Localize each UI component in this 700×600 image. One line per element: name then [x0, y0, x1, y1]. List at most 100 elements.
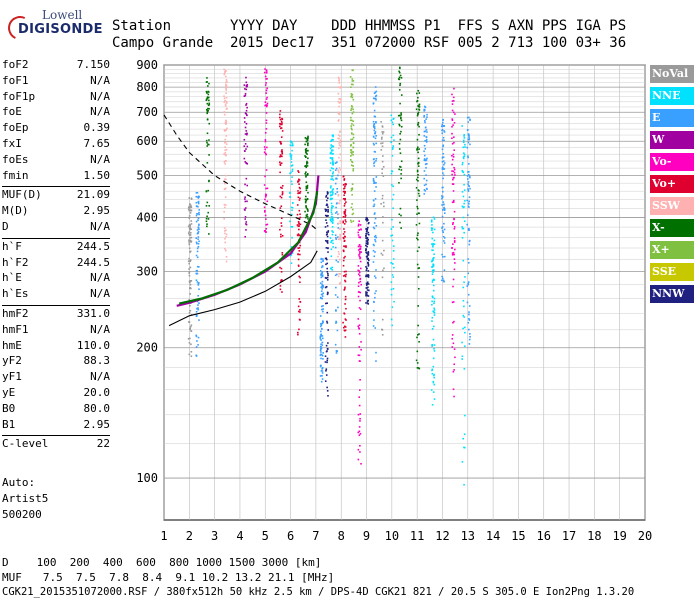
echo-dot — [357, 413, 360, 416]
echo-dot — [382, 216, 384, 218]
echo-dot — [423, 159, 426, 162]
echo-dot — [198, 302, 200, 305]
echo-dot — [352, 208, 354, 211]
echo-dot — [365, 302, 367, 304]
echo-dot — [418, 103, 421, 106]
echo-dot — [331, 190, 333, 193]
echo-dot — [338, 147, 340, 150]
echo-dot — [373, 213, 376, 215]
echo-dot — [463, 183, 465, 186]
echo-dot — [463, 281, 465, 284]
echo-dot — [381, 168, 384, 170]
echo-dot — [205, 220, 208, 223]
echo-dot — [373, 161, 376, 163]
echo-dot — [321, 295, 324, 297]
echo-dot — [266, 146, 268, 149]
echo-dot — [442, 145, 444, 148]
y-tick-label: 700 — [136, 105, 158, 119]
echo-dot — [196, 213, 198, 215]
echo-dot — [208, 205, 210, 207]
echo-dot — [189, 251, 191, 253]
echo-dot — [342, 221, 344, 224]
echo-dot — [417, 232, 419, 235]
param-key: C-level — [2, 437, 49, 451]
echo-dot — [366, 287, 368, 289]
echo-dot — [195, 191, 198, 194]
param-value: 20.0 — [83, 386, 111, 399]
echo-dot — [423, 120, 426, 122]
echo-dot — [400, 112, 402, 114]
echo-dot — [188, 311, 191, 314]
echo-dot — [352, 212, 355, 215]
echo-dot — [189, 205, 192, 207]
echo-dot — [359, 432, 362, 435]
echo-dot — [463, 155, 466, 158]
param-row: hmE 110.0 — [2, 339, 110, 355]
echo-dot — [196, 247, 199, 250]
echo-dot — [325, 204, 328, 207]
echo-dot — [452, 199, 455, 202]
echo-dot — [391, 148, 394, 150]
echo-dot — [399, 138, 402, 141]
echo-dot — [468, 163, 470, 165]
echo-dot — [339, 141, 341, 144]
echo-dot — [391, 239, 394, 242]
echo-dot — [451, 109, 454, 112]
echo-dot — [443, 206, 445, 209]
echo-dot — [359, 413, 362, 415]
echo-dot — [225, 233, 228, 236]
echo-dot — [297, 310, 300, 313]
echo-dot — [338, 144, 341, 146]
echo-dot — [205, 139, 208, 142]
echo-dot — [366, 245, 368, 248]
param-key: fmin — [2, 168, 29, 182]
echo-dot — [452, 99, 455, 102]
echo-dot — [417, 176, 419, 179]
echo-dot — [452, 370, 455, 373]
param-key: foEs — [2, 152, 29, 166]
echo-dot — [330, 209, 333, 211]
echo-dot — [418, 222, 421, 225]
echo-dot — [432, 357, 435, 360]
echo-dot — [196, 281, 199, 283]
echo-dot — [291, 149, 293, 152]
echo-dot — [349, 76, 352, 78]
echo-dot — [245, 229, 247, 231]
param-key: foF2 — [2, 58, 29, 71]
echo-dot — [358, 220, 361, 222]
echo-dot — [339, 135, 341, 137]
echo-dot — [375, 269, 377, 271]
echo-dot — [359, 444, 361, 447]
echo-dot — [433, 350, 436, 352]
echo-dot — [375, 225, 378, 227]
echo-dot — [339, 140, 341, 142]
echo-dot — [351, 153, 353, 155]
echo-dot — [442, 118, 445, 121]
param-key: h`F — [2, 239, 22, 253]
echo-dot — [442, 166, 444, 169]
echo-dot — [423, 170, 426, 172]
echo-dot — [452, 251, 455, 254]
echo-dot — [390, 288, 393, 291]
echo-dot — [338, 102, 341, 104]
echo-dot — [398, 71, 401, 74]
echo-dot — [330, 178, 332, 181]
echo-dot — [453, 258, 456, 260]
echo-dot — [244, 198, 246, 200]
echo-dot — [464, 146, 466, 148]
echo-dot — [330, 144, 332, 146]
echo-dot — [423, 108, 425, 111]
echo-dot — [373, 203, 376, 206]
echo-dot — [374, 182, 376, 184]
echo-dot — [334, 212, 337, 214]
echo-dot — [264, 152, 267, 155]
echo-dot — [392, 276, 395, 278]
echo-dot — [189, 223, 191, 226]
echo-dot — [337, 137, 339, 140]
d-row: D 100 200 400 600 800 1000 1500 3000 [km] — [2, 556, 321, 569]
echo-dot — [188, 197, 191, 199]
echo-dot — [358, 404, 361, 407]
echo-dot — [188, 268, 190, 270]
param-key: hmF1 — [2, 322, 29, 336]
echo-dot — [430, 227, 433, 229]
